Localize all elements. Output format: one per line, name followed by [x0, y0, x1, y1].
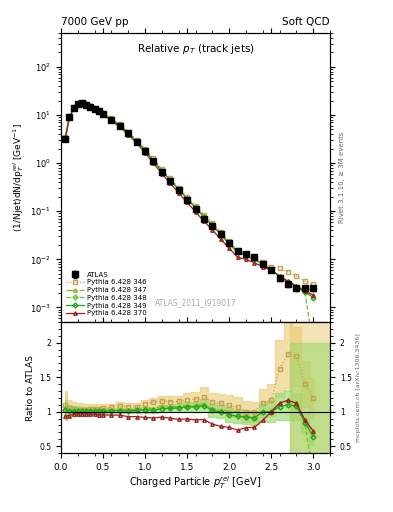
Y-axis label: Rivet 3.1.10, ≥ 3M events: Rivet 3.1.10, ≥ 3M events — [339, 132, 345, 223]
Text: Relative $p_T$ (track jets): Relative $p_T$ (track jets) — [137, 42, 254, 56]
Y-axis label: (1/Njet)dN/dp$_T^{rel}$ [GeV$^{-1}$]: (1/Njet)dN/dp$_T^{rel}$ [GeV$^{-1}$] — [11, 123, 26, 232]
Text: 7000 GeV pp: 7000 GeV pp — [61, 16, 129, 27]
Y-axis label: Ratio to ATLAS: Ratio to ATLAS — [26, 354, 35, 420]
Text: ATLAS_2011_I919017: ATLAS_2011_I919017 — [154, 298, 237, 308]
X-axis label: Charged Particle $p_T^{rel}$ [GeV]: Charged Particle $p_T^{rel}$ [GeV] — [129, 475, 262, 492]
Text: Soft QCD: Soft QCD — [283, 16, 330, 27]
Y-axis label: mcplots.cern.ch [arXiv:1306.3436]: mcplots.cern.ch [arXiv:1306.3436] — [356, 333, 361, 442]
Legend: ATLAS, Pythia 6.428 346, Pythia 6.428 347, Pythia 6.428 348, Pythia 6.428 349, P: ATLAS, Pythia 6.428 346, Pythia 6.428 34… — [64, 270, 149, 318]
